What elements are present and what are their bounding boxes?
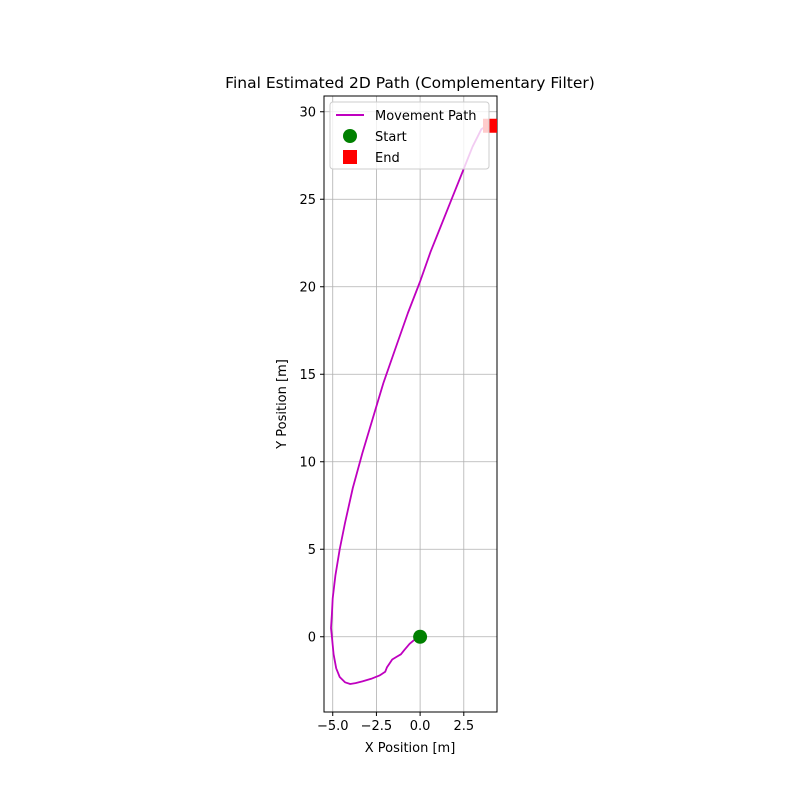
- x-tick-label: −5.0: [317, 719, 349, 734]
- x-tick-label: 2.5: [453, 719, 474, 734]
- plot-area: [324, 96, 497, 712]
- y-tick-label: 10: [299, 455, 316, 470]
- legend-label-end: End: [375, 151, 400, 166]
- y-tick-label: 30: [299, 105, 316, 120]
- legend-circle-swatch: [343, 129, 357, 143]
- y-tick-label: 0: [308, 630, 316, 645]
- series-layer: [330, 125, 488, 685]
- axis-ticks: −5.0 −2.5 0.0 2.5 0 5 10 15 20 25 30: [299, 105, 474, 734]
- x-axis-label: X Position [m]: [365, 741, 456, 756]
- y-axis-label: Y Position [m]: [275, 359, 290, 450]
- legend: Movement Path Start End: [329, 101, 490, 170]
- plot-frame: [323, 95, 498, 713]
- chart-title: Final Estimated 2D Path (Complementary F…: [225, 74, 595, 92]
- x-tick-label: 0.0: [410, 719, 431, 734]
- y-tick-label: 15: [299, 368, 316, 383]
- legend-label-movement-path: Movement Path: [375, 109, 477, 124]
- y-tick-label: 20: [299, 280, 316, 295]
- x-tick-label: −2.5: [361, 719, 393, 734]
- start-marker: [413, 629, 428, 644]
- y-tick-label: 25: [299, 193, 316, 208]
- legend-box: [329, 101, 490, 170]
- legend-square-swatch: [343, 150, 357, 164]
- movement-path-line: [330, 125, 488, 685]
- legend-label-start: Start: [375, 130, 407, 145]
- y-tick-label: 5: [308, 543, 316, 558]
